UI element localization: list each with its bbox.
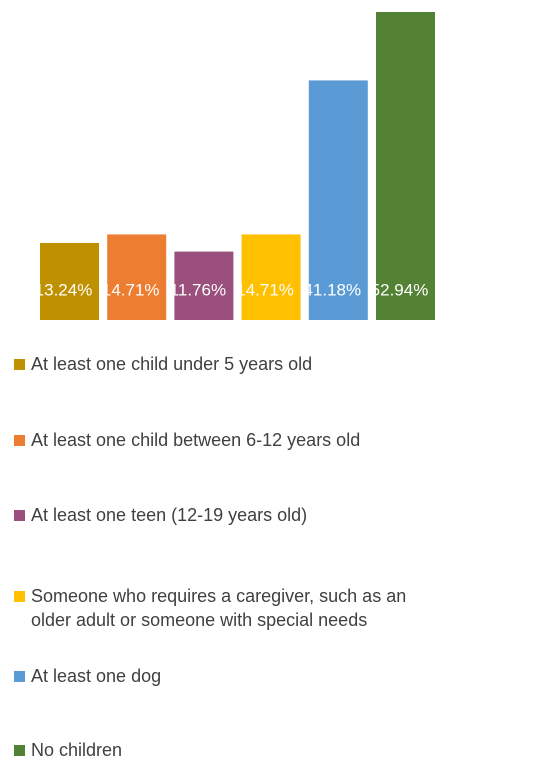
data-label: 14.71% [102,280,160,299]
legend-item: At least one dog [14,664,444,688]
legend-label: At least one child under 5 years old [31,354,313,374]
plot-area: 13.24% 14.71% 11.76% 14.71% 41.18% 52.94% [35,11,435,321]
bar [174,251,234,320]
legend-swatch [14,435,25,446]
data-label: 41.18% [303,280,361,299]
data-label: 14.71% [236,280,294,299]
legend-item: At least one teen (12-19 years old) [14,503,444,527]
legend-label: At least one teen (12-19 years old) [31,505,308,525]
legend-item: Someone who requires a caregiver, such a… [14,584,444,632]
data-label: 11.76% [170,280,226,299]
bar [107,234,167,320]
bar [241,234,301,320]
bar [40,242,99,320]
bar [376,11,435,321]
legend-swatch [14,510,25,521]
legend-item: At least one child under 5 years old [14,352,444,376]
data-label: 52.94% [371,280,429,299]
legend-label: Someone who requires a caregiver, such a… [31,586,407,630]
legend-swatch [14,671,25,682]
legend-label: At least one dog [31,666,162,686]
legend-item: No children [14,738,444,762]
legend-item: At least one child between 6-12 years ol… [14,428,444,452]
legend-swatch [14,591,25,602]
legend-swatch [14,745,25,756]
data-label: 13.24% [35,280,93,299]
legend-label: No children [31,740,123,760]
legend-label: At least one child between 6-12 years ol… [31,430,361,450]
bar [308,80,368,320]
legend-swatch [14,359,25,370]
